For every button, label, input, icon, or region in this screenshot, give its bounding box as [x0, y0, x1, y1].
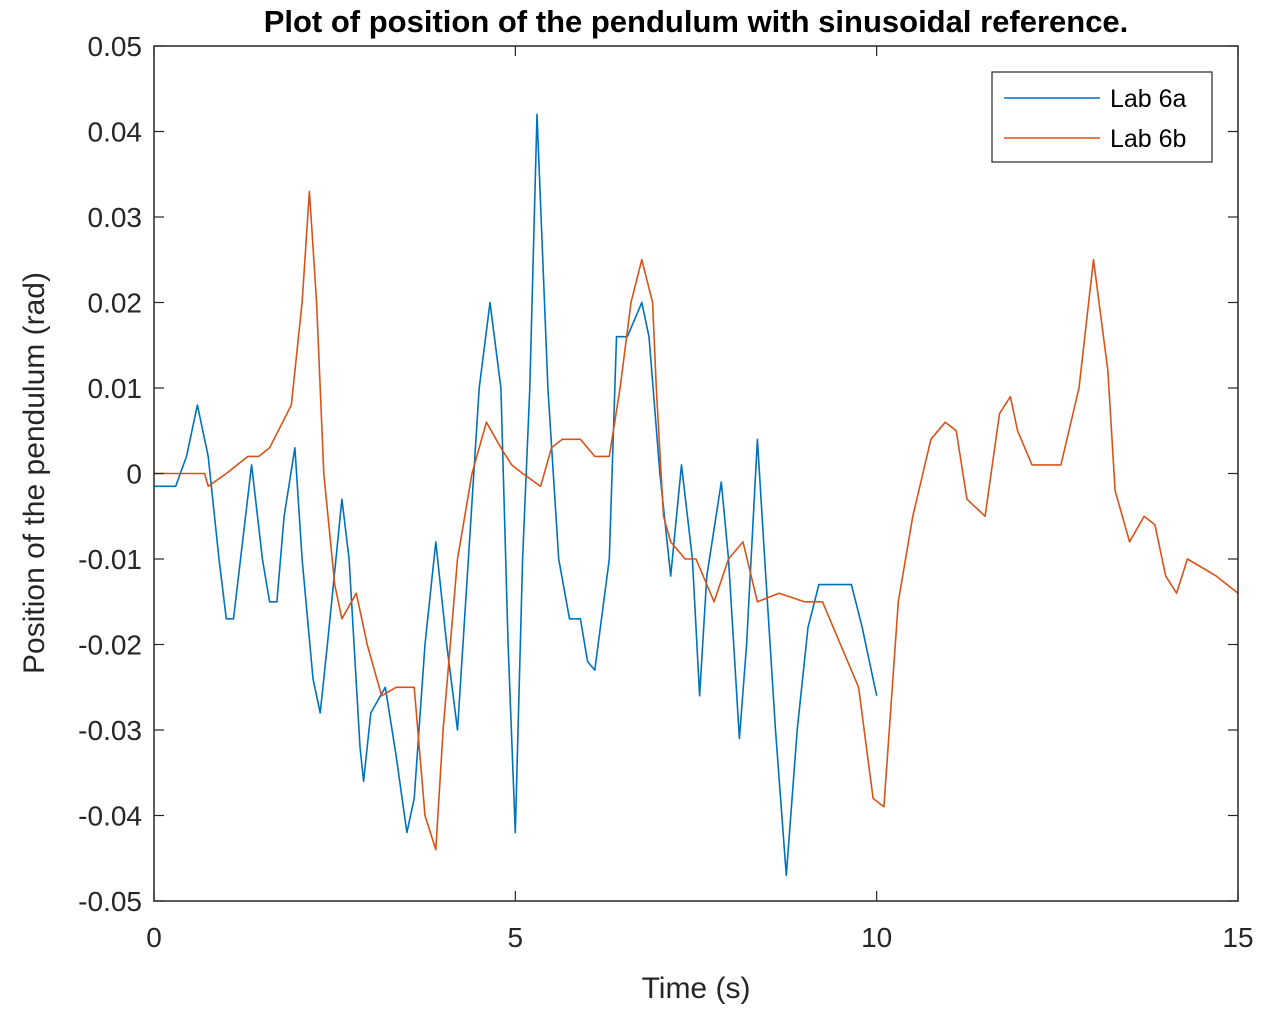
series-line-lab-6a [154, 113, 878, 877]
y-tick-label: -0.02 [78, 630, 142, 661]
y-tick-label: 0.02 [88, 288, 143, 319]
y-tick-label: 0.03 [88, 202, 143, 233]
y-tick-label: 0.01 [88, 373, 143, 404]
x-tick-label: 15 [1222, 922, 1253, 953]
y-tick-label: -0.04 [78, 801, 142, 832]
y-tick-labels: -0.05 -0.04 -0.03 -0.02 -0.01 0 0.01 0.02 0.03 0.… [78, 31, 142, 917]
x-tick-label: 0 [146, 922, 162, 953]
legend: Lab 6a Lab 6b [991, 71, 1213, 163]
tick-marks [153, 45, 1239, 902]
y-axis-label: Position of the pendulum (rad) [18, 272, 51, 674]
y-tick-label: 0.04 [88, 117, 143, 148]
y-tick-label: 0.05 [88, 31, 143, 62]
legend-label-lab-6a: Lab 6a [1110, 85, 1187, 113]
series-line-lab-6b [154, 190, 1239, 851]
x-tick-label: 10 [861, 922, 892, 953]
y-tick-label: -0.03 [78, 715, 142, 746]
x-tick-labels: 0 5 10 15 [146, 922, 1253, 953]
legend-box [991, 71, 1213, 163]
x-tick-label: 5 [508, 922, 524, 953]
y-tick-label: 0 [126, 459, 142, 490]
plot-area [154, 46, 1238, 901]
y-tick-label: -0.01 [78, 544, 142, 575]
chart-title: Plot of position of the pendulum with si… [264, 4, 1129, 39]
series-layer [154, 113, 1239, 877]
y-tick-label: -0.05 [78, 886, 142, 917]
legend-label-lab-6b: Lab 6b [1110, 125, 1186, 153]
x-axis-label: Time (s) [642, 972, 751, 1005]
